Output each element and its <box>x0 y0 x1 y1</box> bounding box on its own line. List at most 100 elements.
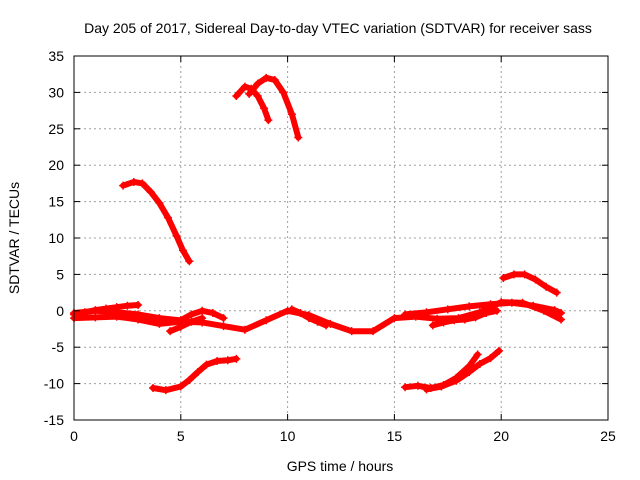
data-point-marker <box>219 322 228 331</box>
data-point-marker <box>155 314 164 323</box>
data-series-arc-9 <box>401 298 566 319</box>
data-point-marker <box>313 317 322 326</box>
data-point-marker <box>232 354 241 363</box>
data-point-marker <box>401 310 410 319</box>
data-point-marker <box>401 383 410 392</box>
data-point-marker <box>134 300 143 309</box>
data-point-marker <box>240 325 249 334</box>
y-tick-label: 15 <box>48 194 64 210</box>
x-tick-label: 15 <box>387 428 403 444</box>
data-point-marker <box>138 179 147 188</box>
data-point-marker <box>198 314 207 323</box>
data-point-marker <box>262 316 271 325</box>
data-point-marker <box>253 92 262 101</box>
data-point-marker <box>123 301 132 310</box>
data-point-marker <box>492 306 501 315</box>
data-point-marker <box>172 231 181 240</box>
data-point-marker <box>198 306 207 315</box>
data-point-marker <box>304 314 313 323</box>
data-point-marker <box>149 383 158 392</box>
data-point-marker <box>294 133 303 142</box>
data-point-marker <box>264 116 273 125</box>
data-point-marker <box>112 308 121 317</box>
data-point-marker <box>413 381 422 390</box>
data-point-marker <box>542 282 551 291</box>
data-point-marker <box>495 346 504 355</box>
data-point-marker <box>155 199 164 208</box>
data-point-marker <box>499 274 508 283</box>
data-point-marker <box>223 356 232 365</box>
data-point-marker <box>253 79 262 88</box>
y-tick-label: -5 <box>52 339 65 355</box>
data-point-marker <box>245 89 254 98</box>
data-point-marker <box>270 76 279 85</box>
y-tick-label: 20 <box>48 157 64 173</box>
data-point-marker <box>422 308 431 317</box>
data-series-arc-1 <box>119 177 194 266</box>
data-point-marker <box>193 367 202 376</box>
data-point-marker <box>178 246 187 255</box>
data-point-marker <box>219 314 228 323</box>
data-point-marker <box>465 367 474 376</box>
data-point-marker <box>557 308 566 317</box>
data-point-marker <box>176 382 185 391</box>
data-point-marker <box>473 350 482 359</box>
tick-layer: 0 5 10 15 20 25 -15 -10 -5 0 5 10 15 20 25 30 35 <box>44 48 616 444</box>
y-tick-label: -15 <box>44 412 64 428</box>
data-point-marker <box>279 88 288 97</box>
data-series-arc-3 <box>245 73 303 142</box>
data-point-marker <box>322 321 331 330</box>
data-point-marker <box>208 308 217 317</box>
data-point-marker <box>119 181 128 190</box>
data-point-marker <box>287 305 296 314</box>
data-point-marker <box>262 73 271 82</box>
data-point-marker <box>187 317 196 326</box>
data-point-marker <box>482 308 491 317</box>
data-point-marker <box>134 310 143 319</box>
data-point-marker <box>443 305 452 314</box>
data-point-marker <box>369 327 378 336</box>
data-series-arc-7 <box>166 314 207 336</box>
x-tick-label: 25 <box>600 428 616 444</box>
series-layer <box>70 73 566 395</box>
x-tick-label: 5 <box>177 428 185 444</box>
y-axis-label: SDTVAR / TECUs <box>6 182 22 294</box>
data-series-arc-11 <box>149 354 241 395</box>
data-series-arc-13 <box>422 346 504 394</box>
data-point-marker <box>176 322 185 331</box>
data-point-marker <box>520 270 529 279</box>
data-point-marker <box>390 314 399 323</box>
data-point-marker <box>550 306 559 315</box>
data-point-marker <box>296 308 305 317</box>
data-series-arc-10 <box>428 306 501 330</box>
y-tick-label: 35 <box>48 48 64 64</box>
data-point-marker <box>161 386 170 395</box>
data-point-marker <box>260 104 269 113</box>
chart-title: Day 205 of 2017, Sidereal Day-to-day VTE… <box>84 20 592 36</box>
data-series-arc-8 <box>287 305 331 330</box>
data-point-marker <box>450 316 459 325</box>
series-line <box>71 307 227 324</box>
data-point-marker <box>486 300 495 309</box>
data-point-marker <box>452 376 461 385</box>
data-point-marker <box>552 288 561 297</box>
data-point-marker <box>91 306 100 315</box>
data-point-marker <box>507 298 516 307</box>
data-point-marker <box>422 385 431 394</box>
data-point-marker <box>531 275 540 284</box>
data-point-marker <box>437 382 446 391</box>
data-point-marker <box>232 92 241 101</box>
data-point-marker <box>529 301 538 310</box>
data-point-marker <box>287 110 296 119</box>
series-line <box>167 315 206 335</box>
data-point-marker <box>486 354 495 363</box>
data-point-marker <box>510 270 519 279</box>
data-point-marker <box>460 315 469 324</box>
data-point-marker <box>129 177 138 186</box>
data-point-marker <box>240 82 249 91</box>
data-point-marker <box>185 375 194 384</box>
data-point-marker <box>163 213 172 222</box>
x-tick-label: 0 <box>70 428 78 444</box>
data-series-arc-14 <box>499 270 561 297</box>
